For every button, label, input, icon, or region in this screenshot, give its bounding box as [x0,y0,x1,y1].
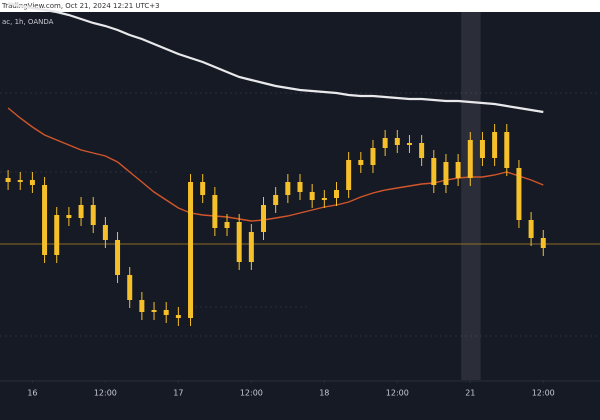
candle-body [90,205,96,225]
candle-body [212,195,218,228]
candle-body [261,205,267,232]
candle-body [321,198,327,200]
moving-average-line [7,1,544,114]
candle-body [5,178,11,182]
candle-body [406,143,412,145]
candle-body [175,315,181,318]
candle-body [540,238,546,248]
header-text: TradingView.com, Oct 21, 2024 12:21 UTC+… [1,2,160,10]
candle-body [346,160,352,190]
x-tick-label: 18 [319,389,329,398]
candle-body [102,225,108,240]
candle-body [248,232,254,262]
candle-body [370,148,376,165]
candle-body [285,182,291,195]
candle-body [333,190,339,198]
candle-body [382,138,388,148]
candle-body [516,168,522,220]
candle-body [78,205,84,218]
candle-body [66,215,72,218]
candle-body [479,140,485,158]
candle-body [151,310,157,312]
candle-body [358,160,364,165]
highlight-band [461,12,481,380]
candle-body [504,132,510,168]
candle-body [127,275,133,300]
candle-body [188,182,194,318]
candle-body [273,195,279,205]
candle-body [455,162,461,178]
candle-body [29,180,35,185]
candle-body [54,215,60,255]
symbol-label: ac, 1h, OANDA [2,18,54,26]
x-tick-label: 21 [465,389,475,398]
moving-average-line [7,107,544,222]
candle-body [419,143,425,158]
x-tick-label: 12:00 [386,389,409,398]
candle-body [115,240,121,275]
candle-body [139,300,145,312]
candle-body [17,180,23,182]
candle-body [431,158,437,185]
candle-body [297,182,303,192]
candle-body [236,222,242,262]
candle-body [492,132,498,158]
x-tick-label: 16 [27,389,37,398]
candle-body [42,185,48,255]
candle-body [394,138,400,145]
candle-body [200,182,206,195]
guides [0,92,600,337]
header-bar [0,0,600,12]
x-tick-label: 12:00 [532,389,555,398]
x-tick-label: 17 [173,389,183,398]
candle-body [224,222,230,228]
candle-body [163,310,169,315]
x-tick-label: 12:00 [94,389,117,398]
candle-body [443,162,449,185]
candle-body [528,220,534,238]
candle-body [467,140,473,178]
candle-body [309,192,315,200]
x-tick-label: 12:00 [240,389,263,398]
